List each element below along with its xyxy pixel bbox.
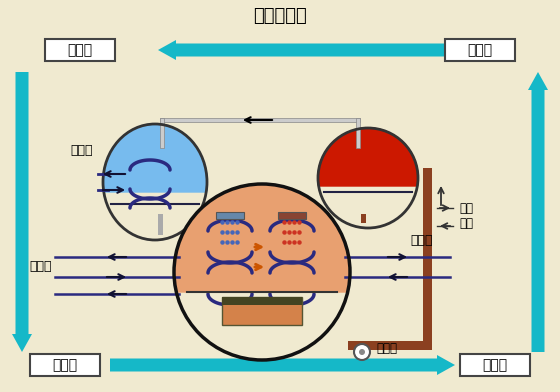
- Bar: [222, 297, 302, 325]
- Text: 冷凝器: 冷凝器: [67, 43, 92, 57]
- Ellipse shape: [103, 124, 207, 240]
- Text: 发生器: 发生器: [468, 43, 493, 57]
- Polygon shape: [12, 72, 32, 352]
- FancyBboxPatch shape: [460, 354, 530, 376]
- Bar: [356, 118, 360, 148]
- Circle shape: [359, 349, 365, 355]
- Bar: [348, 341, 432, 350]
- Polygon shape: [110, 355, 455, 375]
- Text: 冷却水: 冷却水: [71, 143, 93, 156]
- Polygon shape: [318, 128, 418, 186]
- Bar: [158, 214, 163, 235]
- Text: 溶液泵: 溶液泵: [376, 341, 397, 354]
- Bar: [423, 168, 432, 345]
- Polygon shape: [528, 72, 548, 352]
- Ellipse shape: [103, 124, 207, 240]
- Bar: [160, 118, 360, 122]
- Circle shape: [174, 184, 350, 360]
- FancyBboxPatch shape: [30, 354, 100, 376]
- Bar: [361, 214, 366, 223]
- Text: 驱动
热源: 驱动 热源: [459, 202, 473, 230]
- FancyBboxPatch shape: [45, 39, 115, 61]
- Bar: [278, 212, 306, 219]
- Text: 冷却水: 冷却水: [410, 234, 432, 247]
- Bar: [216, 212, 244, 219]
- FancyBboxPatch shape: [445, 39, 515, 61]
- Polygon shape: [158, 40, 455, 60]
- Bar: [160, 118, 164, 148]
- Text: 制冷剂蔭汽: 制冷剂蔭汽: [253, 7, 307, 25]
- Text: 吸收器: 吸收器: [482, 358, 507, 372]
- Bar: [222, 297, 302, 305]
- Circle shape: [354, 344, 370, 360]
- Polygon shape: [103, 124, 207, 192]
- Text: 冷媒水: 冷媒水: [30, 261, 52, 274]
- Text: 蝥发器: 蝥发器: [53, 358, 78, 372]
- Polygon shape: [174, 184, 350, 292]
